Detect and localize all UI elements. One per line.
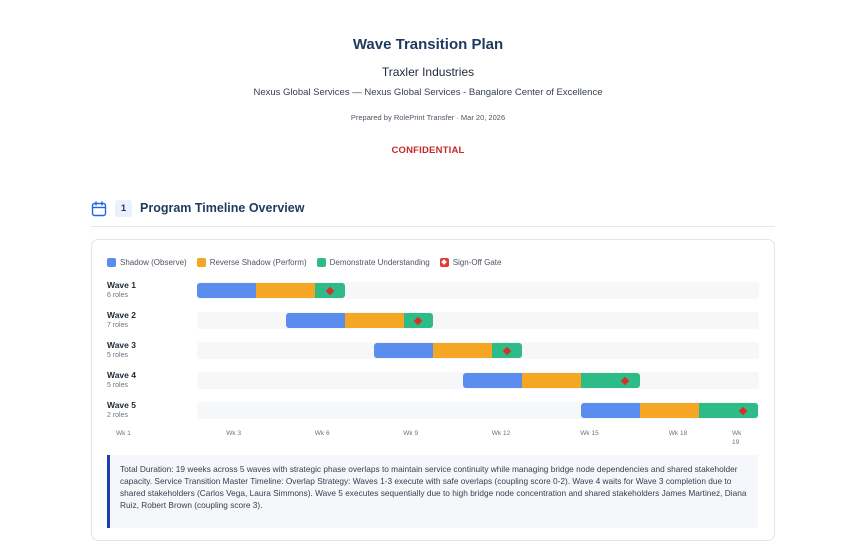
wave-label: Wave 3	[107, 340, 136, 350]
bar-reverse-shadow[interactable]	[639, 403, 699, 418]
timeline-note: Total Duration: 19 weeks across 5 waves …	[107, 455, 758, 528]
wave-label: Wave 2	[107, 310, 136, 320]
timeline-card: Shadow (Observe) Reverse Shadow (Perform…	[91, 239, 775, 541]
legend-label-shadow: Shadow (Observe)	[120, 257, 187, 267]
legend-item-gate: Sign-Off Gate	[439, 257, 502, 267]
axis-tick-label: Wk 18	[668, 430, 688, 437]
axis-tick-label: Wk 19	[732, 430, 742, 446]
wave-track	[197, 342, 759, 359]
section-title: Program Timeline Overview	[140, 201, 305, 215]
bar-demonstrate[interactable]	[698, 403, 758, 418]
wave-roles: 2 roles	[107, 412, 129, 419]
legend-label-demonstrate: Demonstrate Understanding	[329, 257, 430, 267]
bar-reverse-shadow[interactable]	[256, 283, 315, 298]
section-number: 1	[115, 200, 132, 217]
wave-track	[197, 402, 759, 419]
wave-label: Wave 5	[107, 400, 136, 410]
bar-shadow[interactable]	[197, 283, 256, 298]
axis-tick-label: Wk 6	[314, 430, 330, 437]
bar-reverse-shadow[interactable]	[344, 313, 404, 328]
legend-item-shadow: Shadow (Observe)	[107, 257, 187, 267]
axis-tick-label: Wk 15	[580, 430, 599, 437]
wave-roles: 7 roles	[107, 322, 129, 329]
legend-swatch-demonstrate	[316, 257, 326, 267]
document-title: Wave Transition Plan	[352, 36, 504, 53]
wave-label: Wave 4	[107, 370, 136, 380]
calendar-icon	[91, 201, 107, 217]
document-subtitle: Nexus Global Services — Nexus Global Ser…	[253, 87, 603, 98]
legend-item-reverse: Reverse Shadow (Perform)	[196, 257, 307, 267]
axis-tick-label: Wk 12	[491, 430, 511, 437]
bar-shadow[interactable]	[374, 343, 433, 358]
axis-tick-label: Wk 9	[403, 430, 419, 437]
company-name: Traxler Industries	[381, 65, 475, 79]
gate-icon	[439, 257, 449, 267]
prepared-by: Prepared by RolePrint Transfer · Mar 20,…	[350, 113, 506, 122]
timeline-legend: Shadow (Observe) Reverse Shadow (Perform…	[107, 256, 511, 268]
section-header: 1 Program Timeline Overview	[91, 199, 775, 227]
legend-swatch-reverse	[196, 257, 206, 267]
wave-roles: 5 roles	[107, 352, 129, 359]
wave-track	[197, 372, 759, 389]
bar-reverse-shadow[interactable]	[521, 373, 581, 388]
bar-demonstrate[interactable]	[580, 373, 640, 388]
legend-label-gate: Sign-Off Gate	[452, 257, 502, 267]
bar-shadow[interactable]	[580, 403, 640, 418]
legend-label-reverse: Reverse Shadow (Perform)	[209, 257, 307, 267]
bar-shadow[interactable]	[285, 313, 345, 328]
legend-item-demonstrate: Demonstrate Understanding	[316, 257, 430, 267]
axis-tick-label: Wk 1	[116, 430, 131, 437]
wave-roles: 5 roles	[107, 382, 129, 389]
legend-swatch-shadow	[107, 257, 116, 267]
wave-label: Wave 1	[107, 280, 136, 290]
wave-track	[197, 312, 759, 329]
wave-roles: 6 roles	[107, 292, 129, 299]
bar-shadow[interactable]	[462, 373, 522, 388]
wave-track	[197, 282, 759, 299]
axis-tick-label: Wk 3	[226, 430, 242, 437]
confidential-label: CONFIDENTIAL	[391, 145, 465, 156]
bar-reverse-shadow[interactable]	[433, 343, 492, 358]
